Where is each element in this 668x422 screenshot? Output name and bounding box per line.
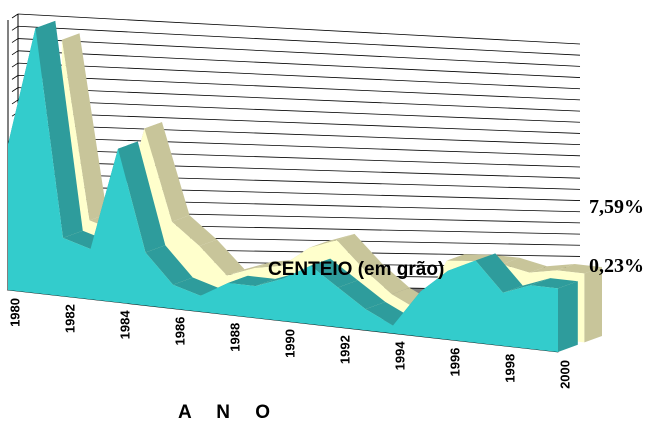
grid-tick — [11, 75, 19, 80]
grid-tick — [11, 38, 19, 43]
front-series-area — [8, 28, 558, 352]
front-series-top-face — [530, 278, 578, 289]
x-tick-label: 1998 — [503, 354, 518, 383]
grid-tick — [11, 87, 19, 92]
gridline — [17, 38, 581, 67]
grid-tick — [11, 25, 19, 31]
back-series-top-face — [254, 259, 300, 269]
back-series-top-face — [144, 122, 190, 222]
back-series-top-face — [199, 239, 245, 276]
grid-tick — [11, 50, 19, 56]
front-series-top-face — [145, 245, 193, 285]
front-series-top-face — [173, 277, 221, 296]
x-tick-label: 1980 — [8, 298, 23, 327]
front-series-top-face — [310, 258, 358, 288]
x-tick-label: 1992 — [338, 335, 353, 364]
series-back-area — [61, 33, 602, 343]
annotation-bottom: 0,23% — [589, 255, 644, 277]
front-series-top-face — [503, 278, 551, 293]
grid-tick — [11, 62, 19, 68]
gridline — [17, 62, 581, 90]
x-tick-label: 1988 — [228, 323, 243, 352]
x-tick-label: 1990 — [283, 329, 298, 358]
front-series-top-face — [338, 280, 386, 310]
x-tick-label: 1984 — [118, 310, 133, 340]
series-front-area — [8, 20, 578, 352]
front-series-end-cap — [558, 281, 578, 352]
gridline — [17, 160, 581, 179]
front-series-top-face — [228, 275, 276, 287]
back-series-top-face — [364, 263, 410, 295]
back-series-top-face — [61, 33, 107, 221]
back-series-top-face — [446, 254, 492, 262]
gridline — [17, 13, 581, 45]
x-tick-label: 1996 — [448, 348, 463, 377]
back-series-top-face — [309, 233, 355, 248]
back-series-area — [61, 39, 585, 343]
back-series-top-face — [171, 215, 217, 246]
back-series-end-cap — [584, 267, 602, 343]
back-series-top-face — [501, 257, 547, 273]
gridline — [17, 25, 581, 56]
x-tick-label: 2000 — [558, 360, 573, 389]
back-series-top-face — [556, 264, 602, 274]
x-tick-label: 1986 — [173, 317, 188, 346]
series-label: CENTEIO (em grão) — [268, 259, 444, 280]
front-series-top-face — [35, 20, 83, 238]
gridline — [17, 111, 581, 134]
x-tick-labels: 1980 1982 1984 1986 1988 1990 1992 1994 1996 1998… — [8, 298, 573, 389]
annotation-top: 7,59% — [589, 196, 644, 218]
gridline — [17, 74, 581, 101]
gridline — [17, 50, 581, 78]
gridline — [17, 148, 581, 168]
back-series-top-face — [529, 264, 575, 273]
x-tick-label: 1994 — [393, 341, 408, 371]
back-series-top-face — [336, 233, 382, 270]
back-series-top-face — [226, 261, 272, 276]
grid-tick — [11, 99, 19, 105]
gridline — [17, 136, 581, 157]
front-series-top-face — [118, 141, 166, 253]
gridline — [17, 124, 581, 146]
x-axis-label: A N O — [178, 402, 280, 422]
x-tick-label: 1982 — [63, 304, 78, 333]
grid-tick — [11, 13, 19, 19]
gridline — [17, 99, 581, 123]
front-series-top-face — [475, 253, 523, 293]
gridline — [17, 87, 581, 112]
